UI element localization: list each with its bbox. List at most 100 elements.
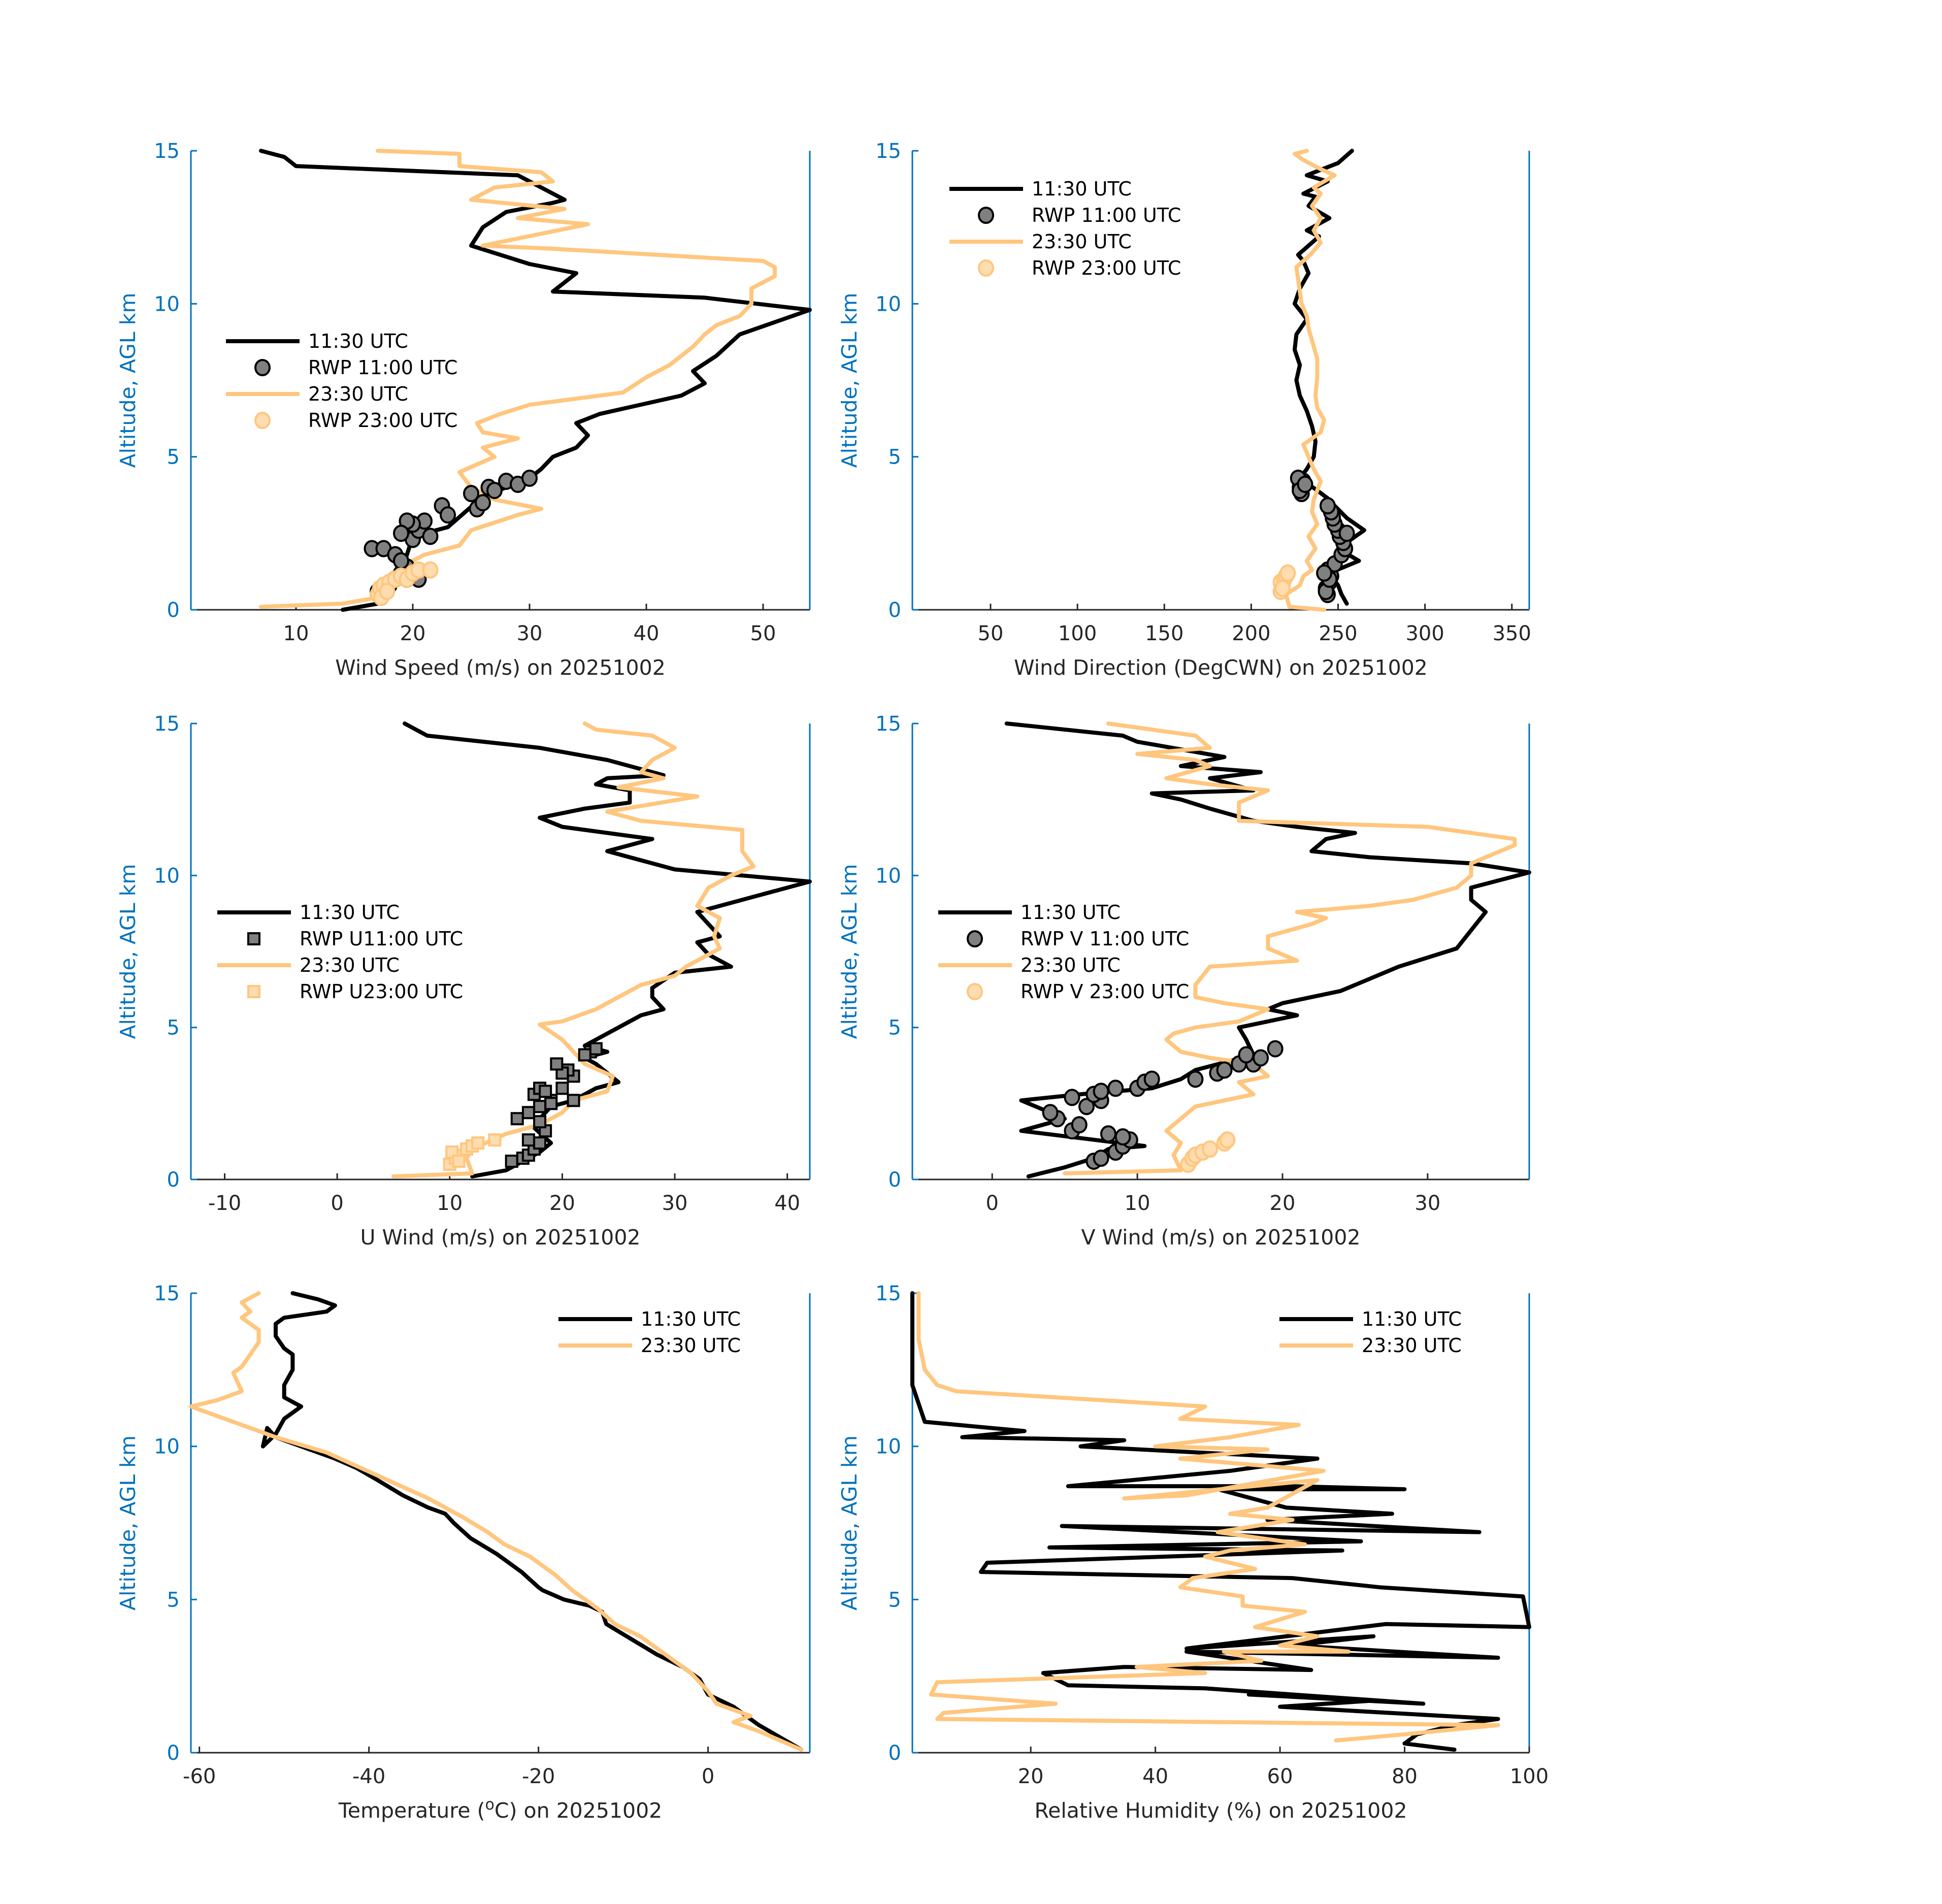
data-point-rwp-u23-00-utc — [471, 1136, 485, 1150]
x-tick-label: 20 — [1018, 1765, 1044, 1788]
legend-swatch-rwp-v-11-00-utc — [967, 930, 983, 947]
x-tick-label: 100 — [1510, 1765, 1549, 1788]
legend-label-23-30-utc: 23:30 UTC — [308, 383, 408, 405]
y-axis-label: Altitude, AGL km — [116, 293, 140, 468]
y-tick-label: 0 — [167, 599, 180, 622]
data-point-rwp-u11-00-utc — [589, 1042, 603, 1056]
panel-rh: 20 40 60 80 100 0 5 10 15 Relative Humidity (%) o… — [837, 1282, 1549, 1823]
legend-swatch-rwp-u11-00-utc — [247, 932, 260, 945]
data-point-rwp-23-00-utc — [1279, 564, 1296, 582]
data-point-rwp-v-11-00-utc — [1107, 1079, 1124, 1097]
x-tick-label: 30 — [517, 622, 543, 645]
data-point-rwp-u11-00-utc — [521, 1133, 535, 1147]
data-point-rwp-v-11-00-utc — [1253, 1049, 1269, 1067]
x-tick-label: 60 — [1267, 1765, 1293, 1788]
x-tick-label: 80 — [1392, 1765, 1418, 1788]
data-point-rwp-v-11-00-utc — [1093, 1150, 1109, 1167]
legend-label-rwp-11-00-utc: RWP 11:00 UTC — [1032, 204, 1181, 226]
data-point-rwp-v-11-00-utc — [1143, 1070, 1160, 1088]
y-axis-label: Altitude, AGL km — [837, 864, 862, 1039]
data-point-rwp-11-00-utc — [1297, 475, 1313, 493]
legend-label-23-30-utc: 23:30 UTC — [1032, 231, 1132, 253]
data-point-rwp-u11-00-utc — [544, 1097, 558, 1110]
x-tick-label: 0 — [986, 1192, 999, 1215]
legend-label-23-30-utc: 23:30 UTC — [641, 1334, 741, 1357]
x-tick-label: 0 — [702, 1765, 714, 1788]
legend-label-rwp-u23-00-utc: RWP U23:00 UTC — [300, 980, 463, 1003]
plot-area — [1272, 149, 1366, 612]
plot-area — [910, 1291, 1531, 1752]
y-tick-label: 15 — [154, 140, 180, 163]
series-line-23-30-utc — [259, 149, 777, 609]
data-point-rwp-23-00-utc — [422, 561, 439, 579]
data-point-rwp-11-00-utc — [393, 524, 409, 542]
data-point-rwp-11-00-utc — [521, 469, 538, 487]
legend-label-11-30-utc: 11:30 UTC — [1362, 1308, 1462, 1330]
legend: 11:30 UTC 23:30 UTC — [1279, 1308, 1462, 1357]
legend-label-23-30-utc: 23:30 UTC — [1362, 1334, 1462, 1357]
legend-label-23-30-utc: 23:30 UTC — [300, 954, 400, 976]
series-line-23-30-utc — [1063, 721, 1517, 1175]
y-tick-label: 10 — [875, 292, 901, 316]
legend: 11:30 UTC RWP V 11:00 UTC 23:30 UTC RWP V 2… — [938, 901, 1189, 1003]
panel-uwind: -10 0 10 20 30 40 0 5 10 15 U Wind (m/s) on 202510… — [116, 712, 812, 1250]
data-point-rwp-11-00-utc — [422, 528, 439, 545]
data-point-rwp-v-11-00-utc — [1114, 1128, 1131, 1146]
x-tick-label: 10 — [283, 622, 309, 645]
x-axis-label: Relative Humidity (%) on 20251002 — [1034, 1798, 1407, 1823]
x-tick-label: 20 — [400, 622, 426, 645]
data-point-rwp-u11-00-utc — [510, 1112, 524, 1126]
data-point-rwp-11-00-utc — [1316, 564, 1333, 582]
panel-temp: -60 -40 -20 0 0 5 10 15 Temperature (oC) on 2025… — [116, 1282, 811, 1823]
y-tick-label: 15 — [875, 1282, 901, 1305]
legend: 11:30 UTC RWP U11:00 UTC 23:30 UTC RWP U23:… — [217, 901, 463, 1003]
x-tick-label: 30 — [1414, 1192, 1440, 1215]
panel-vwind: 0 10 20 30 0 5 10 15 V Wind (m/s) on 20251002 Alt… — [837, 712, 1531, 1250]
x-tick-label: 40 — [634, 622, 660, 645]
data-point-rwp-11-00-utc — [1338, 524, 1355, 542]
y-tick-label: 5 — [888, 1016, 901, 1040]
data-point-rwp-u23-00-utc — [488, 1133, 502, 1147]
y-tick-label: 15 — [154, 1282, 180, 1305]
legend-label-11-30-utc: 11:30 UTC — [308, 330, 408, 352]
data-point-rwp-v-11-00-utc — [1187, 1070, 1204, 1088]
data-point-rwp-u11-00-utc — [505, 1155, 518, 1168]
x-tick-label: 40 — [774, 1192, 800, 1215]
legend-swatch-rwp-11-00-utc — [254, 359, 271, 376]
legend-swatch-rwp-u23-00-utc — [247, 985, 260, 998]
y-tick-label: 5 — [167, 1016, 180, 1040]
panel-wspd: 10 20 30 40 50 0 5 10 15 Wind Speed (m/s) on 2025… — [116, 140, 812, 680]
data-point-rwp-u11-00-utc — [533, 1100, 547, 1113]
x-axis-label: Wind Speed (m/s) on 20251002 — [335, 655, 666, 680]
y-tick-label: 0 — [888, 1168, 901, 1192]
data-point-rwp-v-11-00-utc — [1216, 1061, 1233, 1079]
plot-area — [1004, 721, 1531, 1178]
data-point-rwp-u11-00-utc — [567, 1094, 580, 1107]
data-point-rwp-11-00-utc — [463, 484, 479, 502]
y-tick-label: 0 — [888, 1742, 901, 1765]
x-tick-label: 300 — [1405, 622, 1444, 645]
legend-label-rwp-v-11-00-utc: RWP V 11:00 UTC — [1021, 928, 1189, 950]
y-tick-label: 5 — [167, 1588, 180, 1612]
y-tick-label: 5 — [888, 446, 901, 469]
y-tick-label: 15 — [875, 140, 901, 163]
y-axis-label: Altitude, AGL km — [116, 1435, 140, 1611]
data-point-rwp-v-11-00-utc — [1238, 1046, 1255, 1064]
x-tick-label: -60 — [183, 1765, 216, 1788]
data-point-rwp-u23-00-utc — [452, 1155, 466, 1168]
y-tick-label: 10 — [875, 1435, 901, 1459]
legend-label-11-30-utc: 11:30 UTC — [641, 1308, 741, 1330]
legend-swatch-rwp-23-00-utc — [254, 412, 271, 429]
y-tick-label: 10 — [875, 864, 901, 888]
legend-label-23-30-utc: 23:30 UTC — [1021, 954, 1121, 976]
data-point-rwp-u11-00-utc — [550, 1057, 564, 1071]
y-tick-label: 5 — [888, 1588, 901, 1612]
series-line-23-30-utc — [1283, 149, 1337, 612]
x-tick-label: 40 — [1142, 1765, 1168, 1788]
data-point-rwp-11-00-utc — [475, 494, 491, 512]
x-axis-label: V Wind (m/s) on 20251002 — [1081, 1225, 1360, 1250]
legend-swatch-rwp-11-00-utc — [978, 207, 994, 224]
data-point-rwp-23-00-utc — [379, 582, 396, 600]
series-line-23-30-utc — [189, 1291, 804, 1752]
